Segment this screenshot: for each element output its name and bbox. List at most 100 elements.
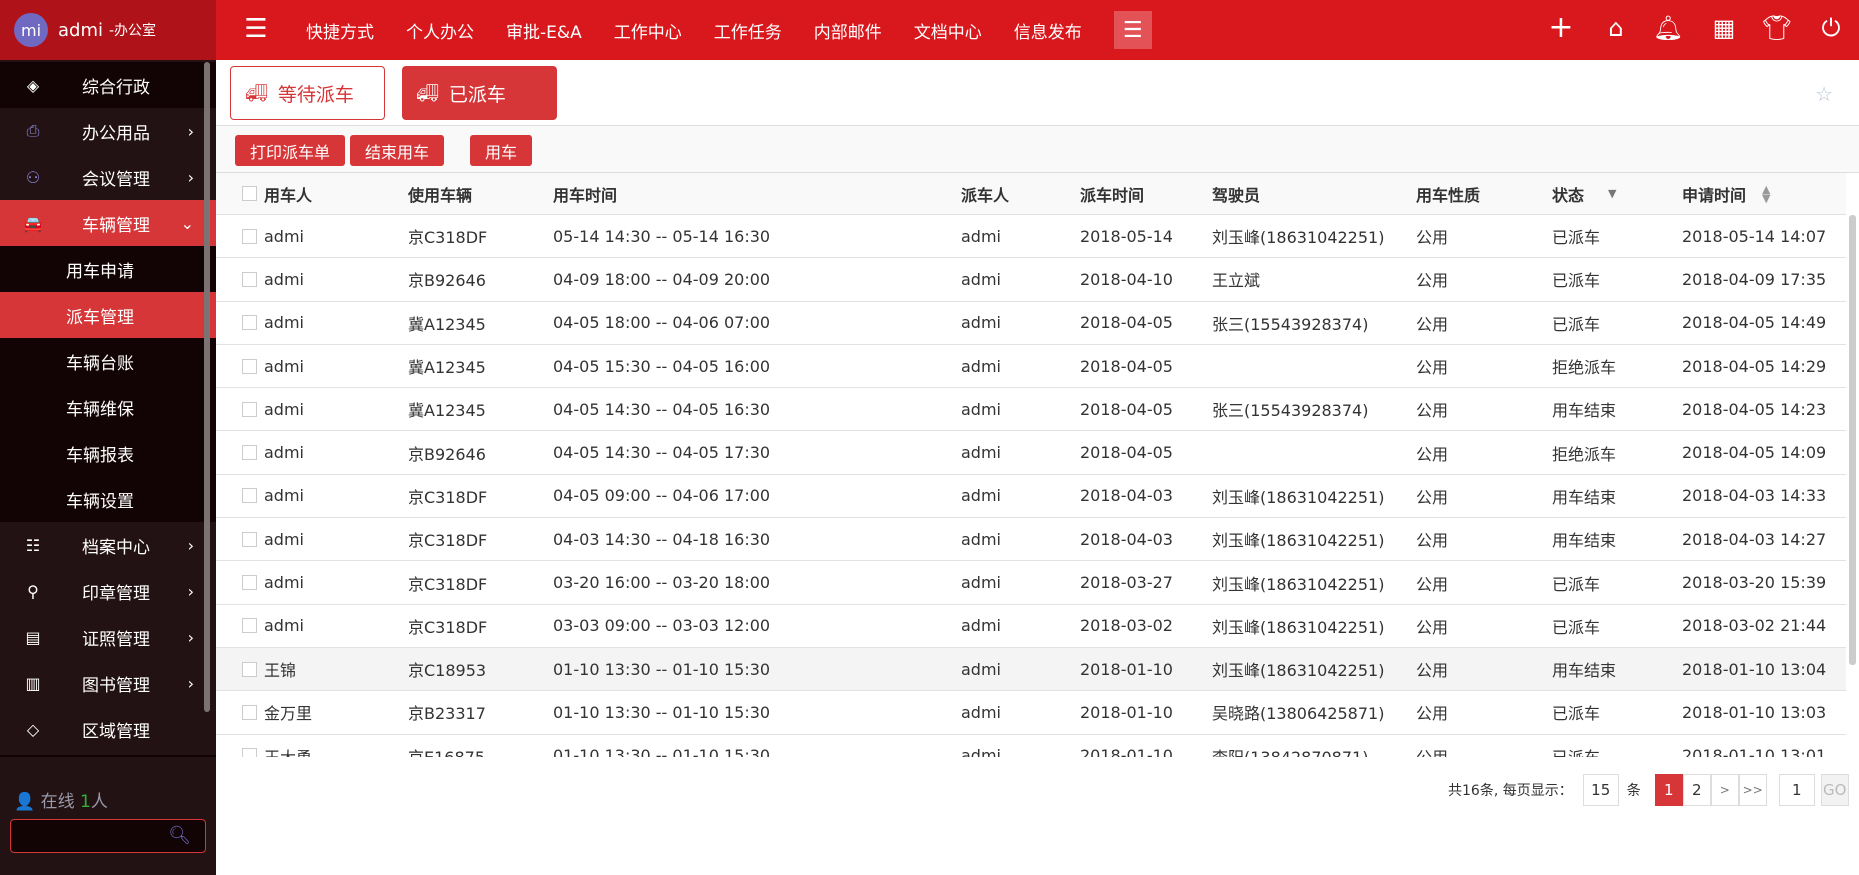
table-row[interactable]: admi 冀A12345 04-05 15:30 -- 04-05 16:00 adm… (216, 345, 1846, 389)
table-row[interactable]: admi 京C318DF 03-03 09:00 -- 03-03 12:00 adm… (216, 605, 1846, 648)
sidebar-item-label: 车辆管理 (82, 215, 150, 236)
table-row[interactable]: admi 冀A12345 04-05 18:00 -- 04-06 07:00 adm… (216, 302, 1846, 345)
table-row[interactable]: admi 冀A12345 04-05 14:30 -- 04-05 16:30 adm… (216, 388, 1846, 432)
end-use-button[interactable]: 结束用车 (350, 135, 445, 166)
table-row[interactable]: admi 京C318DF 05-14 14:30 -- 05-14 16:30 adm… (216, 215, 1846, 259)
search-icon[interactable]: 🔍︎ (168, 825, 191, 846)
column-header-status[interactable]: 状态 (1552, 185, 1585, 205)
nav-approval[interactable]: 审批-E&A (506, 22, 582, 43)
row-checkbox[interactable] (242, 575, 257, 591)
subitem-report[interactable]: 车辆报表 (66, 445, 134, 466)
cell-apply-time: 2018-04-03 14:27 (1682, 529, 1827, 549)
row-checkbox[interactable] (242, 704, 257, 720)
next-page-button[interactable]: > (1710, 774, 1739, 806)
column-header-dispatch-date[interactable]: 派车时间 (1080, 185, 1145, 205)
tab-waiting-dispatch[interactable]: 🚚︎ 等待派车 (230, 66, 385, 120)
last-page-button[interactable]: >> (1738, 774, 1767, 806)
nav-docs[interactable]: 文档中心 (913, 22, 982, 43)
subitem-maintenance[interactable]: 车辆维保 (66, 399, 134, 420)
cell-status: 已派车 (1552, 574, 1601, 594)
row-checkbox[interactable] (242, 748, 257, 757)
print-dispatch-button[interactable]: 打印派车单 (235, 135, 346, 166)
table-scrollbar[interactable] (1849, 215, 1856, 665)
page-size-input[interactable]: 15 (1582, 774, 1619, 806)
skin-icon[interactable]: 👕︎ (1761, 14, 1793, 42)
plus-icon[interactable]: + (1548, 10, 1574, 45)
row-checkbox[interactable] (242, 618, 257, 634)
pagination: 共16条, 每页显示： 15 条 1 2 > >> 1 GO (1448, 774, 1849, 806)
go-button[interactable]: GO (1820, 774, 1849, 806)
row-checkbox[interactable] (242, 271, 257, 287)
page-2-button[interactable]: 2 (1682, 774, 1711, 806)
sidebar-item-general-admin[interactable]: ◈ 综合行政 (0, 62, 216, 108)
sidebar-item-library[interactable]: ▥ 图书管理 › (0, 660, 216, 706)
online-label: 在线 (40, 792, 75, 812)
nav-tasks[interactable]: 工作任务 (713, 22, 782, 43)
avatar[interactable]: mi (14, 13, 48, 47)
id-card-icon: ▤ (25, 627, 41, 647)
column-header-dispatcher[interactable]: 派车人 (961, 185, 1010, 205)
cell-dispatch-date: 2018-04-10 (1080, 269, 1173, 289)
table-row[interactable]: admi 京C318DF 03-20 16:00 -- 03-20 18:00 adm… (216, 561, 1846, 605)
sidebar-item-meeting[interactable]: ⚇ 会议管理 › (0, 154, 216, 200)
subitem-settings[interactable]: 车辆设置 (66, 491, 134, 512)
table-row[interactable]: 金万里 京B23317 01-10 13:30 -- 01-10 15:30 admi… (216, 691, 1846, 735)
sidebar-item-license[interactable]: ▤ 证照管理 › (0, 614, 216, 660)
use-car-button[interactable]: 用车 (470, 135, 533, 166)
home-icon[interactable]: ⌂ (1608, 14, 1624, 42)
sidebar-scrollbar[interactable] (204, 62, 210, 712)
star-icon[interactable]: ☆ (1815, 82, 1833, 106)
subitem-ledger[interactable]: 车辆台账 (66, 353, 134, 374)
bell-icon[interactable]: 🔔︎ (1652, 14, 1684, 42)
column-header-driver[interactable]: 驾驶员 (1212, 185, 1261, 205)
cell-dispatch-date: 2018-01-10 (1080, 659, 1173, 679)
sidebar-item-area[interactable]: ◇ 区域管理 (0, 706, 216, 752)
column-header-vehicle[interactable]: 使用车辆 (408, 185, 473, 205)
table-row[interactable]: 王锦 京C18953 01-10 13:30 -- 01-10 15:30 admi 2… (216, 648, 1846, 692)
sidebar-item-stamp[interactable]: ⚲ 印章管理 › (0, 568, 216, 614)
table-row[interactable]: admi 京C318DF 04-03 14:30 -- 04-18 16:30 adm… (216, 518, 1846, 562)
page-1-button[interactable]: 1 (1654, 774, 1683, 806)
column-header-use-type[interactable]: 用车性质 (1416, 185, 1481, 205)
more-menu-icon[interactable]: ☰ (1113, 11, 1152, 49)
tab-dispatched[interactable]: 🚚︎ 已派车 (402, 66, 557, 120)
column-header-apply-time[interactable]: 申请时间 (1682, 185, 1747, 205)
table-row[interactable]: admi 京B92646 04-05 14:30 -- 04-05 17:30 adm… (216, 432, 1846, 475)
apps-icon[interactable]: ▦ (1712, 14, 1736, 42)
cell-driver: 王立斌 (1212, 271, 1261, 291)
row-checkbox[interactable] (242, 358, 257, 374)
sort-icon[interactable]: ▲ ▼ (1762, 182, 1771, 205)
cell-vehicle: 京C18953 (408, 661, 487, 681)
nav-news[interactable]: 信息发布 (1013, 22, 1082, 43)
row-checkbox[interactable] (242, 661, 257, 677)
row-checkbox[interactable] (242, 315, 257, 331)
status-tabs: 🚚︎ 等待派车 🚚︎ 已派车 ☆ (216, 60, 1859, 126)
sort-desc-icon[interactable]: ▼ (1608, 187, 1617, 200)
row-checkbox[interactable] (242, 488, 257, 504)
row-checkbox[interactable] (242, 228, 257, 244)
table-row[interactable]: admi 京C318DF 04-05 09:00 -- 04-06 17:00 adm… (216, 475, 1846, 519)
column-header-use-time[interactable]: 用车时间 (553, 185, 618, 205)
power-icon[interactable]: ⏻ (1821, 14, 1841, 42)
sidebar-item-office-supplies[interactable]: ⎙ 办公用品 › (0, 108, 216, 154)
row-checkbox[interactable] (242, 401, 257, 417)
table-row[interactable]: admi 京B92646 04-09 18:00 -- 04-09 20:00 adm… (216, 258, 1846, 302)
row-checkbox[interactable] (242, 445, 257, 461)
select-all-checkbox[interactable] (242, 186, 257, 201)
column-header-user[interactable]: 用车人 (264, 185, 313, 205)
nav-work-center[interactable]: 工作中心 (613, 22, 682, 43)
nav-mail[interactable]: 内部邮件 (813, 22, 882, 43)
table-row[interactable]: 王大勇 京E16875 01-10 13:30 -- 01-10 15:30 admi… (216, 735, 1846, 757)
sidebar-item-archive[interactable]: ☷ 档案中心 › (0, 522, 216, 568)
user-header: mi admi -办公室 (0, 0, 216, 60)
menu-collapse-icon[interactable]: ☰ (244, 14, 268, 44)
sidebar-search-input[interactable] (11, 820, 161, 852)
nav-shortcuts[interactable]: 快捷方式 (306, 22, 374, 43)
sidebar-item-vehicle[interactable]: 🚘 车辆管理 ⌄ (0, 200, 216, 246)
row-checkbox[interactable] (242, 531, 257, 547)
nav-personal[interactable]: 个人办公 (406, 22, 474, 43)
subitem-dispatch[interactable]: 派车管理 (0, 292, 216, 338)
cell-use-type: 公用 (1416, 735, 1448, 757)
subitem-apply[interactable]: 用车申请 (66, 261, 134, 282)
page-jump-input[interactable]: 1 (1778, 774, 1815, 806)
